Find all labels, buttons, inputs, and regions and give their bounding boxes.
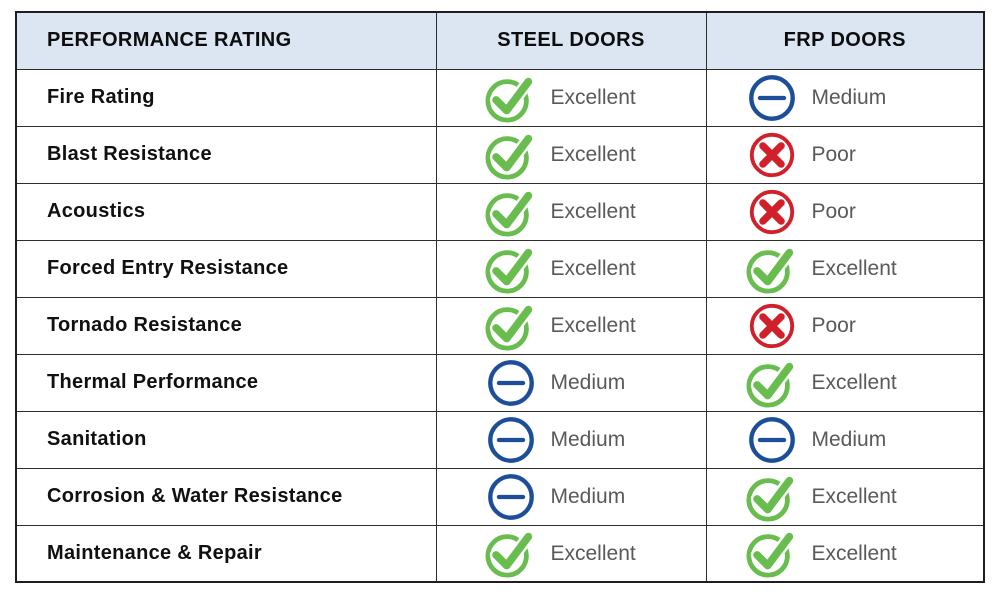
check-circle-icon (484, 186, 537, 238)
rating-label: Excellent (550, 86, 636, 109)
rating-value: Excellent (437, 186, 706, 238)
check-circle-icon (484, 243, 537, 295)
x-circle-icon (746, 186, 798, 238)
rating-label: Excellent (550, 541, 636, 565)
frp-rating-cell: Medium (705, 410, 985, 469)
steel-rating-cell: Excellent (435, 296, 707, 355)
x-circle-icon (746, 300, 798, 352)
rating-value: Excellent (707, 357, 984, 409)
table-row: Thermal Performance Medium Excellent (15, 353, 985, 412)
row-label: Maintenance & Repair (15, 524, 437, 583)
check-circle-icon (484, 129, 537, 181)
rating-label: Medium (550, 485, 626, 508)
rating-value: Excellent (437, 527, 706, 579)
frp-rating-cell: Excellent (705, 524, 985, 583)
frp-rating-cell: Poor (705, 296, 985, 355)
frp-rating-cell: Poor (705, 125, 985, 184)
check-circle-icon (484, 72, 537, 124)
rating-value: Poor (707, 186, 984, 238)
rating-value: Excellent (707, 471, 984, 523)
rating-value: Excellent (707, 527, 984, 579)
frp-rating-cell: Excellent (705, 239, 985, 298)
header-row: PERFORMANCE RATING STEEL DOORS FRP DOORS (15, 11, 985, 70)
rating-value: Medium (707, 414, 984, 466)
rating-label: Excellent (550, 257, 636, 280)
dash-circle-icon (485, 357, 537, 409)
table-row: Fire Rating Excellent Medium (15, 68, 985, 127)
dash-circle-icon (746, 414, 798, 466)
dash-circle-icon (746, 72, 798, 124)
rating-value: Excellent (437, 129, 706, 181)
rating-label: Excellent (550, 143, 636, 166)
check-circle-icon (745, 527, 798, 579)
rating-label: Excellent (811, 485, 897, 508)
table-row: Forced Entry Resistance Excellent Excellen… (15, 239, 985, 298)
row-label: Fire Rating (15, 68, 437, 127)
steel-rating-cell: Medium (435, 410, 707, 469)
row-label: Tornado Resistance (15, 296, 437, 355)
frp-rating-cell: Excellent (705, 467, 985, 526)
rating-value: Poor (707, 300, 984, 352)
check-circle-icon (745, 243, 798, 295)
rating-label: Poor (811, 314, 856, 337)
comparison-table-container: PERFORMANCE RATING STEEL DOORS FRP DOORS… (15, 11, 985, 583)
row-label: Sanitation (15, 410, 437, 469)
check-circle-icon (484, 527, 537, 579)
rating-value: Excellent (437, 243, 706, 295)
rating-label: Medium (550, 371, 626, 394)
rating-label: Medium (811, 428, 887, 451)
check-circle-icon (745, 357, 798, 409)
steel-rating-cell: Excellent (435, 239, 707, 298)
rating-label: Medium (811, 86, 887, 109)
rating-label: Poor (811, 143, 856, 166)
column-header-steel-doors: STEEL DOORS (435, 11, 707, 70)
rating-label: Medium (550, 428, 626, 451)
steel-rating-cell: Medium (435, 467, 707, 526)
steel-rating-cell: Excellent (435, 68, 707, 127)
rating-label: Poor (811, 200, 856, 223)
rating-label: Excellent (550, 200, 636, 223)
rating-value: Excellent (707, 243, 984, 295)
rating-value: Excellent (437, 300, 706, 352)
frp-rating-cell: Poor (705, 182, 985, 241)
rating-value: Medium (707, 72, 984, 124)
frp-rating-cell: Medium (705, 68, 985, 127)
dash-circle-icon (485, 471, 537, 523)
table-body: Fire Rating Excellent Medium Blast Resistan… (15, 68, 985, 583)
performance-comparison-table: PERFORMANCE RATING STEEL DOORS FRP DOORS… (15, 11, 985, 583)
table-row: Corrosion & Water Resistance Medium Excell… (15, 467, 985, 526)
rating-label: Excellent (811, 257, 897, 280)
row-label: Corrosion & Water Resistance (15, 467, 437, 526)
check-circle-icon (484, 300, 537, 352)
column-header-performance-rating: PERFORMANCE RATING (15, 11, 437, 70)
steel-rating-cell: Medium (435, 353, 707, 412)
table-header: PERFORMANCE RATING STEEL DOORS FRP DOORS (15, 11, 985, 70)
table-row: Tornado Resistance Excellent Poor (15, 296, 985, 355)
frp-rating-cell: Excellent (705, 353, 985, 412)
x-circle-icon (746, 129, 798, 181)
rating-label: Excellent (811, 541, 897, 565)
rating-label: Excellent (550, 314, 636, 337)
rating-value: Medium (437, 414, 706, 466)
column-header-frp-doors: FRP DOORS (705, 11, 985, 70)
table-row: Blast Resistance Excellent Poor (15, 125, 985, 184)
dash-circle-icon (485, 414, 537, 466)
rating-value: Medium (437, 357, 706, 409)
steel-rating-cell: Excellent (435, 182, 707, 241)
table-row: Acoustics Excellent Poor (15, 182, 985, 241)
table-row: Maintenance & Repair Excellent Excellent (15, 524, 985, 583)
rating-value: Medium (437, 471, 706, 523)
row-label: Forced Entry Resistance (15, 239, 437, 298)
steel-rating-cell: Excellent (435, 125, 707, 184)
table-row: Sanitation Medium Medium (15, 410, 985, 469)
rating-value: Excellent (437, 72, 706, 124)
row-label: Blast Resistance (15, 125, 437, 184)
row-label: Acoustics (15, 182, 437, 241)
rating-label: Excellent (811, 371, 897, 394)
steel-rating-cell: Excellent (435, 524, 707, 583)
row-label: Thermal Performance (15, 353, 437, 412)
check-circle-icon (745, 471, 798, 523)
rating-value: Poor (707, 129, 984, 181)
